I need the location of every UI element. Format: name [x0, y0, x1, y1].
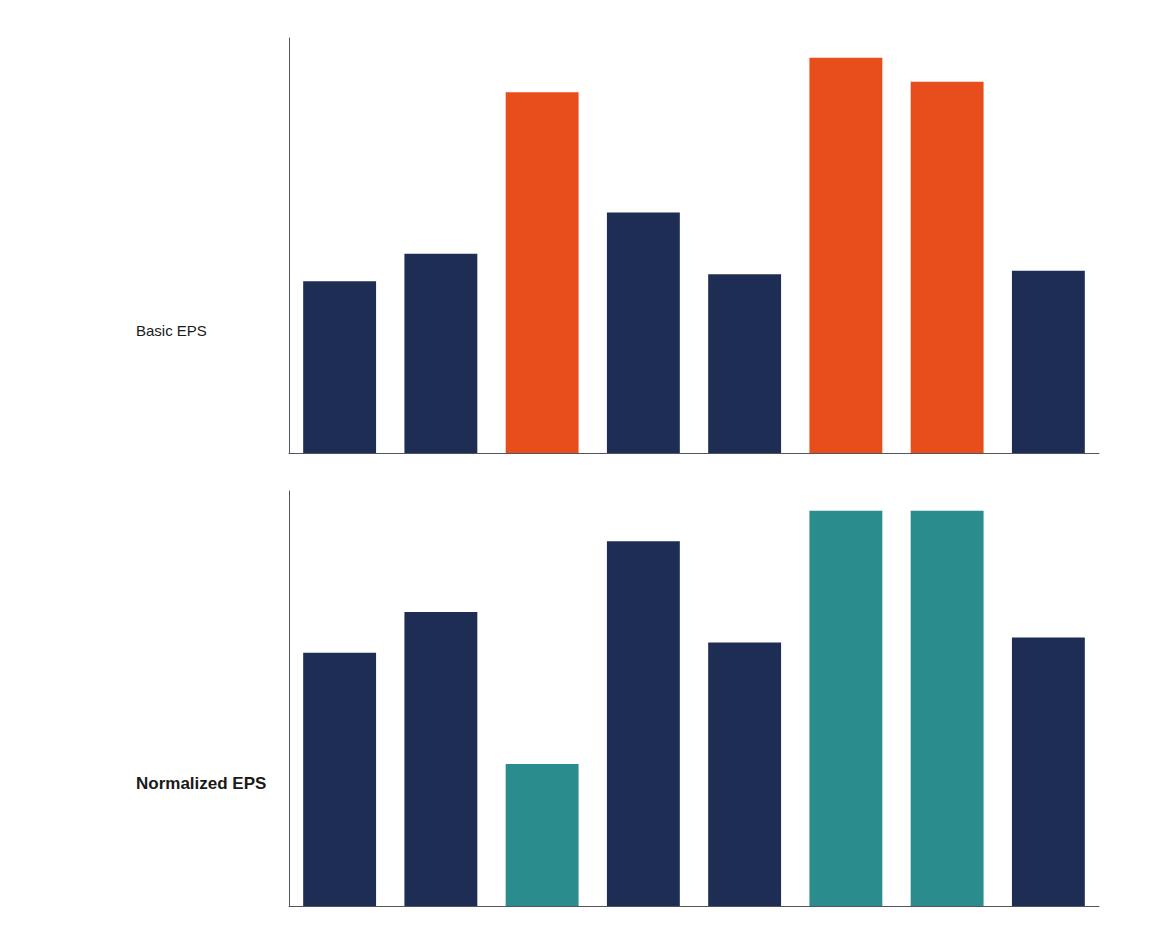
svg-text:Basic EPS: Basic EPS: [136, 322, 207, 339]
svg-text:Normalized EPS: Normalized EPS: [136, 774, 266, 793]
